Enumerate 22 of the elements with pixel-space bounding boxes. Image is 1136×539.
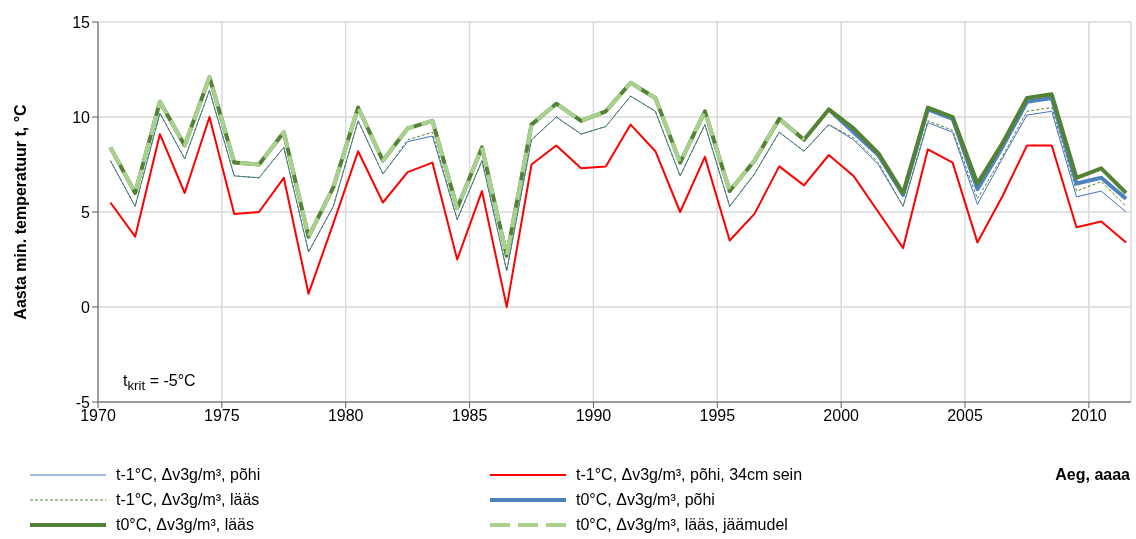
legend-label: t0°C, Δv3g/m³, lääs, jäämudel [576,515,788,534]
x-tick-label: 1985 [451,407,488,425]
x-tick-label: 2010 [1071,407,1107,425]
y-tick-label: 0 [81,298,91,316]
legend-label: t-1°C, Δv3g/m³, põhi [116,465,261,484]
x-tick-label: 1980 [327,407,364,425]
x-tick-label: 1970 [80,407,116,425]
legend-label: t-1°C, Δv3g/m³, põhi, 34cm sein [576,465,803,484]
y-tick-label: 5 [81,203,91,221]
y-tick-label: 15 [72,13,91,31]
x-tick-label: 1975 [204,407,240,425]
legend-label: t0°C, Δv3g/m³, lääs [116,515,255,534]
annotation: t$_{krit}$ = -5°C [123,372,196,394]
x-tick-label: 2005 [947,407,983,425]
y-axis-title: Aasta min. temperatuur t, °C [11,103,29,320]
legend-label: t-1°C, Δv3g/m³, lääs [116,490,260,509]
x-tick-label: 1995 [699,407,736,425]
y-tick-label: 10 [72,108,91,126]
x-tick-label: 2000 [823,407,860,425]
x-axis-title: Aeg, aaaa [1055,466,1130,484]
legend-label: t0°C, Δv3g/m³, põhi [576,490,715,509]
x-tick-label: 1990 [575,407,612,425]
